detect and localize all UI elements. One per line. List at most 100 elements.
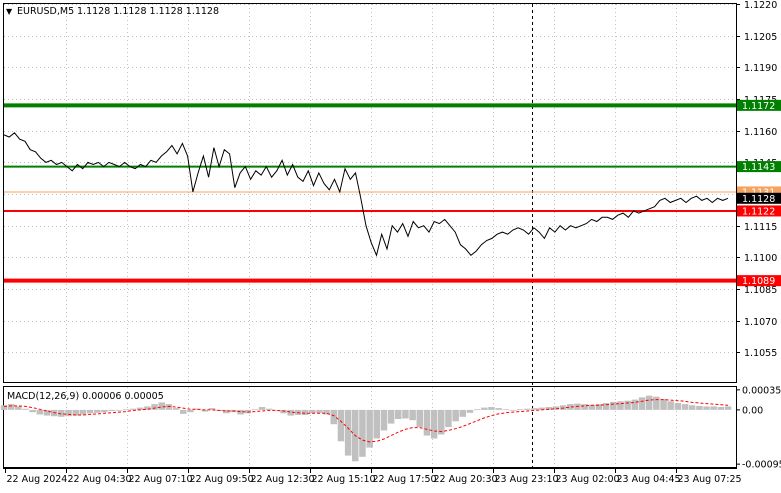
macd-bar — [430, 409, 438, 439]
macd-bar — [36, 409, 44, 415]
macd-bar — [660, 399, 667, 410]
macd-bar — [516, 409, 524, 411]
level-tag-label: 1.1089 — [742, 276, 775, 287]
macd-bar — [409, 409, 416, 421]
macd-bar — [452, 409, 459, 422]
macd-bar — [696, 405, 703, 410]
macd-bar — [387, 409, 395, 424]
macd-bar — [22, 408, 29, 410]
macd-bar — [380, 409, 388, 431]
macd-bar — [674, 403, 682, 410]
levels-group — [4, 103, 736, 283]
macd-bar — [638, 397, 646, 410]
macd-bar — [567, 404, 574, 410]
y-tick-label: 1.1190 — [744, 63, 777, 74]
level-tag-support-thick — [737, 275, 781, 287]
macd-bar — [287, 409, 294, 416]
macd-axis: 0.00035 0.00 -0.00095 — [736, 385, 781, 471]
macd-bar — [115, 409, 122, 411]
level-tag-label: 1.1172 — [742, 101, 775, 112]
macd-bar — [86, 409, 94, 414]
macd-bar — [710, 406, 717, 410]
x-tick-label: 22 Aug 17:50 — [373, 474, 437, 485]
macd-bar — [15, 406, 22, 410]
macd-bar — [72, 409, 79, 416]
macd-bar — [416, 409, 423, 427]
macd-bar — [538, 407, 545, 410]
macd-bar — [667, 401, 674, 410]
macd-bar — [459, 409, 466, 417]
macd-bar — [309, 409, 316, 414]
macd-bar — [531, 408, 538, 410]
y-tick-label: 1.1055 — [744, 348, 777, 359]
macd-bar — [237, 409, 244, 415]
macd-bar — [180, 409, 187, 414]
macd-bar — [266, 408, 273, 410]
macd-bar — [43, 409, 51, 416]
macd-bar — [208, 408, 216, 410]
macd-bar — [645, 395, 653, 410]
x-tick-label: 22 Aug 20:30 — [434, 474, 498, 485]
level-tag-resistance-thick — [737, 99, 781, 111]
x-tick-label: 23 Aug 04:45 — [617, 474, 681, 485]
macd-bar — [172, 408, 180, 410]
macd-bar — [165, 404, 173, 410]
macd-bar — [258, 407, 266, 410]
macd-bar — [617, 401, 624, 410]
macd-bar — [151, 404, 158, 410]
x-tick-label: 22 Aug 15:10 — [312, 474, 376, 485]
macd-bar — [631, 399, 639, 410]
macd-bar — [273, 409, 280, 411]
macd-bar — [323, 409, 330, 415]
macd-bar — [65, 409, 72, 417]
y-tick-label: 1.1085 — [744, 285, 777, 296]
y-tick-label: 1.1160 — [744, 127, 777, 138]
macd-bar — [58, 409, 65, 417]
macd-bar — [373, 409, 380, 439]
y-tick-label: 1.1100 — [744, 253, 777, 264]
macd-bar — [466, 409, 474, 413]
macd-bar — [681, 404, 689, 410]
macd-bar — [187, 409, 194, 413]
macd-bar — [337, 409, 345, 442]
macd-bar — [223, 409, 230, 414]
x-tick-label: 22 Aug 2024 — [7, 474, 68, 485]
macd-tick-label: 0.00035 — [742, 385, 781, 396]
macd-bar — [602, 403, 610, 410]
macd-bar — [330, 409, 337, 425]
macd-bar — [79, 409, 87, 415]
y-tick-label: 1.1205 — [744, 32, 777, 43]
level-tag-label: 1.1143 — [742, 162, 775, 173]
macd-bar — [144, 406, 151, 410]
level-tag-current-price — [737, 192, 781, 204]
macd-bar — [653, 396, 660, 410]
macd-bar — [445, 409, 452, 427]
price-series-line — [3, 132, 729, 257]
x-tick-label: 22 Aug 09:50 — [190, 474, 254, 485]
macd-bar — [280, 409, 287, 414]
macd-bar — [588, 404, 596, 410]
macd-bar — [717, 407, 725, 410]
macd-bar — [552, 406, 560, 410]
macd-bar — [423, 409, 431, 436]
chart-menu-icon[interactable]: ▼ — [6, 7, 13, 16]
macd-bar — [201, 409, 208, 412]
macd-plot-frame — [3, 386, 737, 468]
macd-bar — [473, 409, 481, 411]
macd-bar — [524, 408, 531, 410]
macd-bar — [545, 407, 553, 410]
level-tag-label: 1.1122 — [742, 206, 775, 217]
macd-bar — [610, 401, 617, 410]
x-tick-label: 22 Aug 04:30 — [68, 474, 132, 485]
macd-bar — [251, 409, 259, 411]
macd-bar — [344, 409, 352, 456]
x-tick-label: 22 Aug 12:30 — [251, 474, 315, 485]
main-plot-frame — [3, 3, 737, 383]
macd-bar — [703, 406, 710, 410]
macd-bar — [316, 409, 323, 413]
macd-bar — [7, 404, 15, 410]
macd-bar — [495, 408, 502, 410]
